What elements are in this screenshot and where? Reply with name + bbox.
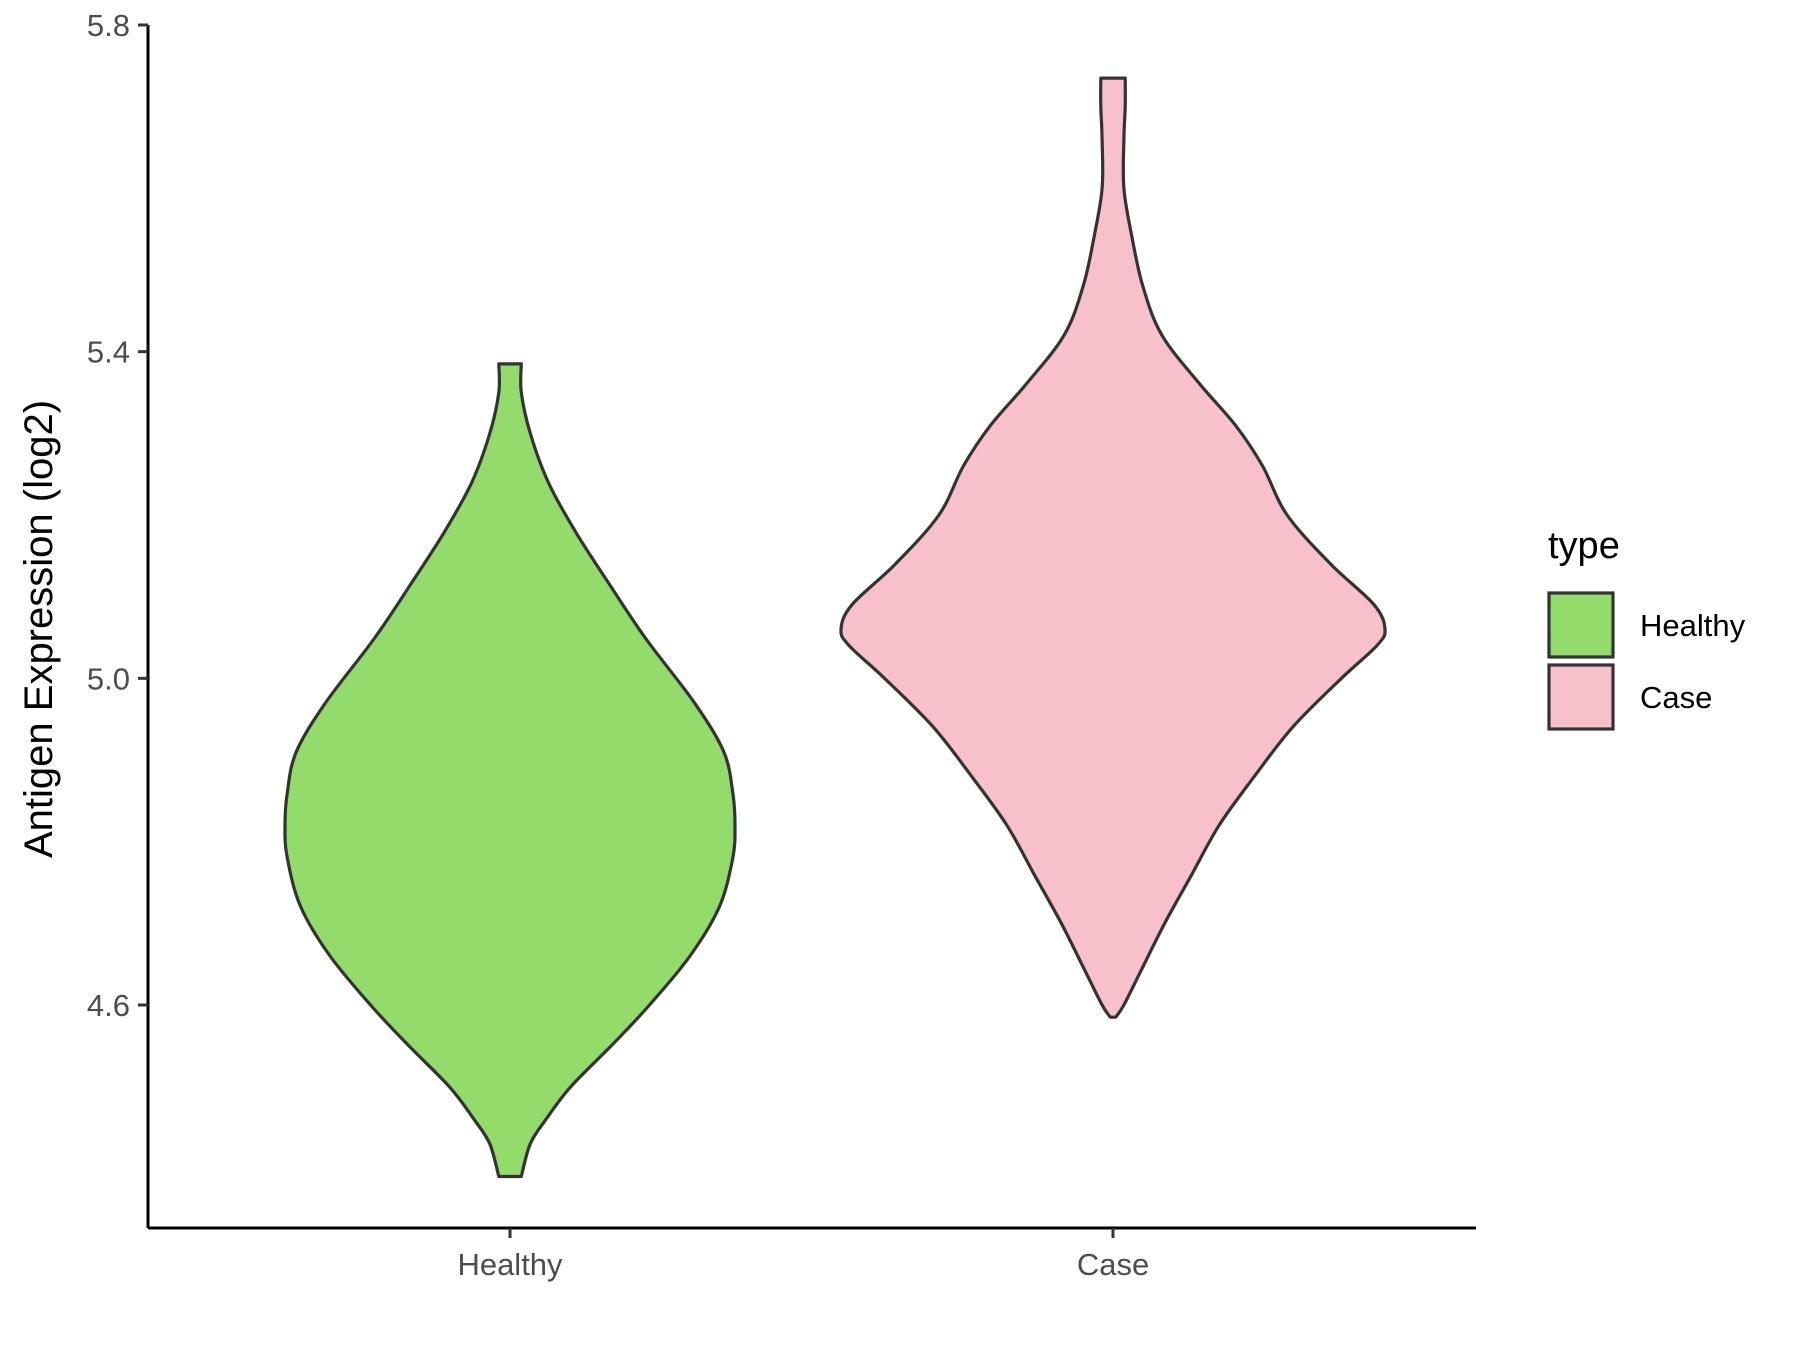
legend-label-healthy: Healthy [1640, 608, 1746, 643]
plot-area [283, 76, 1387, 1179]
legend-swatch-healthy [1547, 591, 1615, 659]
x-tick-label: Case [1077, 1247, 1149, 1282]
legend: type Healthy Case [1546, 525, 1746, 731]
legend-title: type [1548, 525, 1620, 567]
axes: 4.6 5.0 5.4 5.8 Healthy Case [87, 8, 1476, 1282]
y-axis-title: Antigen Expression (log2) [17, 400, 61, 858]
violin-case [839, 76, 1387, 1019]
violin-healthy [283, 362, 737, 1179]
y-tick-label: 5.0 [87, 661, 130, 696]
x-tick-label: Healthy [457, 1247, 563, 1282]
y-tick-label: 4.6 [87, 988, 130, 1023]
y-tick-label: 5.4 [87, 335, 130, 370]
legend-swatch-case [1547, 663, 1615, 731]
y-tick-label: 5.8 [87, 8, 130, 43]
legend-label-case: Case [1640, 680, 1712, 715]
